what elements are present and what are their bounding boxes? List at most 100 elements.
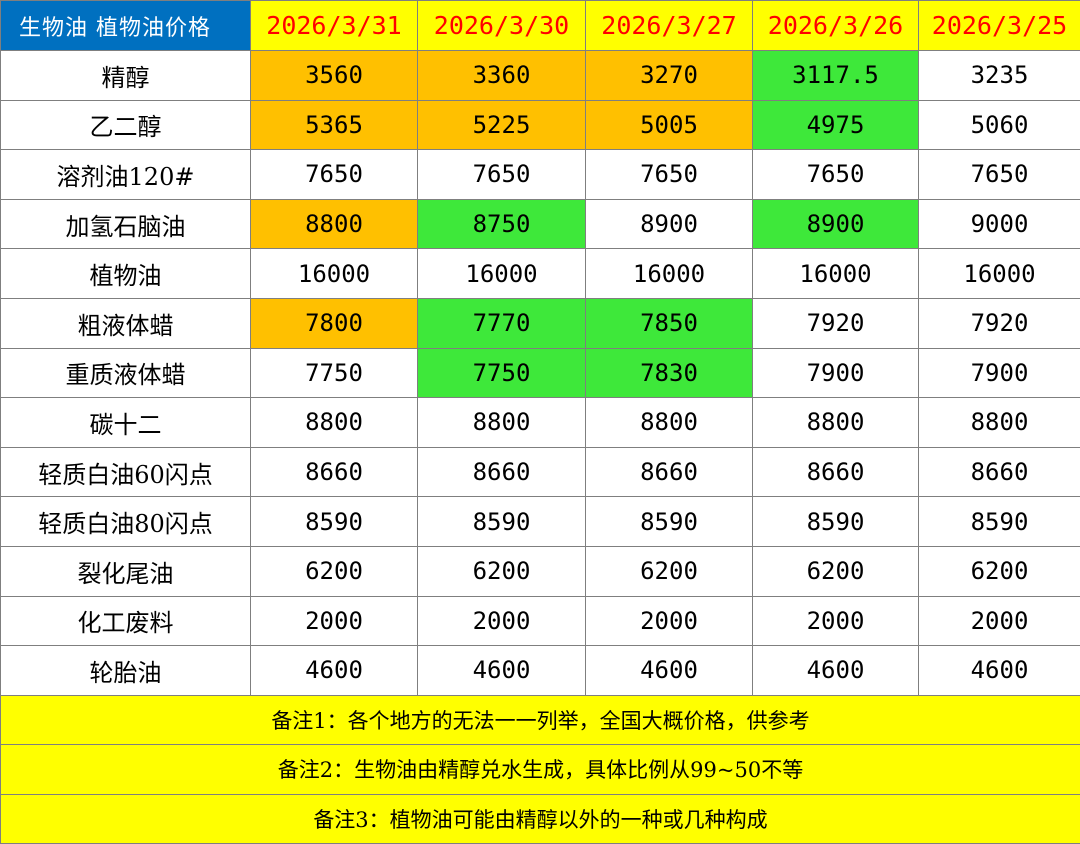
date-header: 2026/3/31 xyxy=(251,1,418,51)
price-cell: 6200 xyxy=(586,546,753,596)
price-cell: 3360 xyxy=(418,51,586,101)
price-cell: 8750 xyxy=(418,199,586,249)
price-cell: 16000 xyxy=(251,249,418,299)
product-name: 轻质白油80闪点 xyxy=(1,497,251,547)
price-cell: 7650 xyxy=(418,150,586,200)
price-cell: 4600 xyxy=(418,646,586,696)
note-text: 备注2：生物油由精醇兑水生成，具体比例从99~50不等 xyxy=(1,745,1080,795)
price-cell: 16000 xyxy=(919,249,1080,299)
price-cell: 16000 xyxy=(418,249,586,299)
price-cell: 4600 xyxy=(919,646,1080,696)
price-cell: 8590 xyxy=(586,497,753,547)
product-name: 轻质白油60闪点 xyxy=(1,447,251,497)
price-cell: 7900 xyxy=(919,348,1080,398)
price-cell: 7800 xyxy=(251,298,418,348)
price-cell: 4600 xyxy=(251,646,418,696)
price-cell: 6200 xyxy=(753,546,919,596)
price-cell: 8660 xyxy=(418,447,586,497)
price-cell: 8590 xyxy=(251,497,418,547)
table-title: 生物油 植物油价格 xyxy=(1,1,251,51)
product-name: 裂化尾油 xyxy=(1,546,251,596)
price-cell: 2000 xyxy=(753,596,919,646)
product-name: 乙二醇 xyxy=(1,100,251,150)
price-cell: 3270 xyxy=(586,51,753,101)
price-cell: 16000 xyxy=(586,249,753,299)
price-cell: 6200 xyxy=(251,546,418,596)
price-cell: 8800 xyxy=(753,398,919,448)
note-row: 备注3：植物油可能由精醇以外的一种或几种构成 xyxy=(1,794,1080,844)
price-cell: 6200 xyxy=(418,546,586,596)
price-cell: 8660 xyxy=(586,447,753,497)
date-header: 2026/3/25 xyxy=(919,1,1080,51)
price-cell: 7770 xyxy=(418,298,586,348)
price-cell: 8660 xyxy=(251,447,418,497)
price-cell: 7650 xyxy=(586,150,753,200)
price-cell: 8660 xyxy=(753,447,919,497)
price-cell: 5060 xyxy=(919,100,1080,150)
price-cell: 16000 xyxy=(753,249,919,299)
product-name: 溶剂油120# xyxy=(1,150,251,200)
date-header: 2026/3/30 xyxy=(418,1,586,51)
price-cell: 7650 xyxy=(251,150,418,200)
date-header: 2026/3/26 xyxy=(753,1,919,51)
note-row: 备注2：生物油由精醇兑水生成，具体比例从99~50不等 xyxy=(1,745,1080,795)
price-cell: 7900 xyxy=(753,348,919,398)
price-cell: 8800 xyxy=(586,398,753,448)
price-cell: 3117.5 xyxy=(753,51,919,101)
price-cell: 5225 xyxy=(418,100,586,150)
notes-section: 备注1：各个地方的无法一一列举，全国大概价格，供参考备注2：生物油由精醇兑水生成… xyxy=(1,695,1080,844)
note-text: 备注1：各个地方的无法一一列举，全国大概价格，供参考 xyxy=(1,695,1080,745)
price-cell: 8800 xyxy=(919,398,1080,448)
price-cell: 3560 xyxy=(251,51,418,101)
price-cell: 7650 xyxy=(753,150,919,200)
product-name: 植物油 xyxy=(1,249,251,299)
product-name: 碳十二 xyxy=(1,398,251,448)
price-cell: 8800 xyxy=(418,398,586,448)
price-cell: 2000 xyxy=(919,596,1080,646)
price-cell: 8800 xyxy=(251,199,418,249)
price-cell: 4600 xyxy=(586,646,753,696)
price-cell: 7750 xyxy=(418,348,586,398)
product-name: 粗液体蜡 xyxy=(1,298,251,348)
price-cell: 8590 xyxy=(919,497,1080,547)
price-cell: 2000 xyxy=(251,596,418,646)
price-cell: 5365 xyxy=(251,100,418,150)
product-name: 加氢石脑油 xyxy=(1,199,251,249)
product-name: 重质液体蜡 xyxy=(1,348,251,398)
product-name: 化工废料 xyxy=(1,596,251,646)
price-cell: 3235 xyxy=(919,51,1080,101)
price-cell: 7920 xyxy=(753,298,919,348)
date-header: 2026/3/27 xyxy=(586,1,753,51)
price-cell: 7850 xyxy=(586,298,753,348)
price-cell: 2000 xyxy=(418,596,586,646)
price-cell: 8590 xyxy=(753,497,919,547)
price-cell: 7650 xyxy=(919,150,1080,200)
note-row: 备注1：各个地方的无法一一列举，全国大概价格，供参考 xyxy=(1,695,1080,745)
price-cell: 7750 xyxy=(251,348,418,398)
price-cell: 5005 xyxy=(586,100,753,150)
price-cell: 6200 xyxy=(919,546,1080,596)
note-text: 备注3：植物油可能由精醇以外的一种或几种构成 xyxy=(1,794,1080,844)
price-cell: 8800 xyxy=(251,398,418,448)
price-cell: 4975 xyxy=(753,100,919,150)
price-cell: 7920 xyxy=(919,298,1080,348)
header-row: 生物油 植物油价格 2026/3/31 2026/3/30 2026/3/27 … xyxy=(1,1,1080,51)
price-cell: 9000 xyxy=(919,199,1080,249)
price-cell: 7830 xyxy=(586,348,753,398)
price-cell: 8660 xyxy=(919,447,1080,497)
price-cell: 4600 xyxy=(753,646,919,696)
